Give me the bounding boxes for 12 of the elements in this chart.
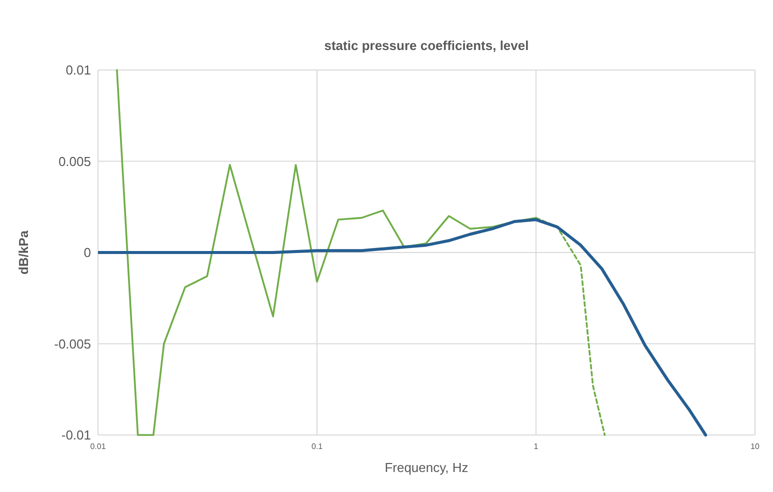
x-axis-title: Frequency, Hz <box>384 460 468 475</box>
x-tick-label: 1 <box>534 442 539 451</box>
y-tick-label: -0.005 <box>54 336 91 352</box>
x-tick-label: 0.1 <box>311 442 324 451</box>
y-tick-label: 0 <box>84 245 91 260</box>
y-tick-label: -0.01 <box>61 428 91 443</box>
y-axis-title: dB/kPa <box>16 230 31 275</box>
y-tick-label: 0.005 <box>58 154 91 169</box>
x-tick-label: 10 <box>750 442 760 451</box>
x-tick-label: 0.01 <box>90 442 106 451</box>
chart-title: static pressure coefficients, level <box>324 38 529 53</box>
y-tick-label: 0.01 <box>66 62 91 78</box>
